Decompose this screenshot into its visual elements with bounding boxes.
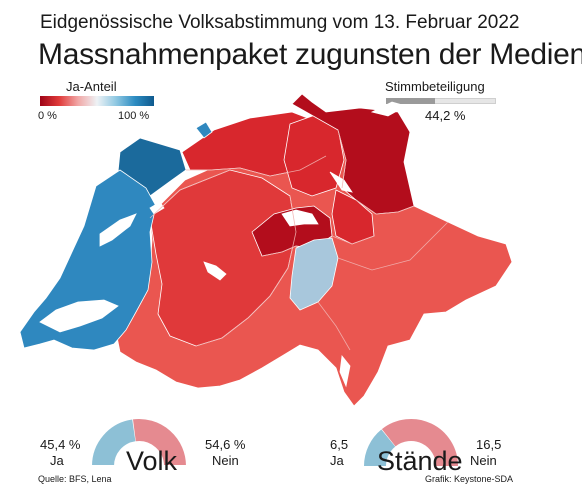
volk-label: Volk: [126, 446, 178, 476]
staende-nein-word: Nein: [470, 453, 497, 468]
supertitle: Eidgenössische Volksabstimmung vom 13. F…: [40, 12, 520, 33]
volk-ja-word: Ja: [50, 453, 64, 468]
legend-label: Ja-Anteil: [66, 79, 117, 94]
canton-borders: [149, 129, 449, 351]
legend-color-scale: [40, 96, 154, 106]
volk-nein-percent: 54,6 %: [205, 437, 246, 452]
lake-maggiore: [339, 355, 351, 388]
staende-ja-value: 6,5: [330, 437, 349, 452]
region-west: [19, 169, 157, 351]
legend-max-label: 100 %: [118, 110, 150, 122]
legend-min-label: 0 %: [38, 110, 57, 122]
staende-label: Stände: [377, 446, 463, 476]
footer-source: Quelle: BFS, Lena: [38, 474, 112, 484]
page-title: Massnahmenpaket zugunsten der Medien: [38, 38, 582, 71]
turnout-bar-fill: [386, 98, 435, 104]
volk-nein-word: Nein: [212, 453, 239, 468]
staende-ja-word: Ja: [330, 453, 344, 468]
turnout-label: Stimmbeteiligung: [385, 79, 485, 94]
footer-credit: Grafik: Keystone-SDA: [425, 474, 514, 484]
lake-constance: [370, 101, 408, 117]
region-light-blue: [289, 237, 339, 311]
lake-neuchatel: [99, 213, 137, 247]
staende-ja-arc: [364, 429, 396, 467]
turnout-value: 44,2 %: [425, 108, 466, 123]
lake-thun: [203, 261, 227, 281]
lake-geneva: [39, 299, 119, 333]
staende-nein-value: 16,5: [476, 437, 502, 452]
lake-biel: [149, 201, 165, 215]
staende-nein-arc: [381, 418, 458, 467]
lake-zurich: [329, 171, 353, 193]
volk-ja-arc: [92, 419, 137, 467]
region-basel: [195, 121, 213, 139]
volk-nein-arc: [133, 419, 186, 467]
volk-ja-percent: 45,4 %: [40, 437, 81, 452]
lake-lucerne: [281, 209, 319, 227]
